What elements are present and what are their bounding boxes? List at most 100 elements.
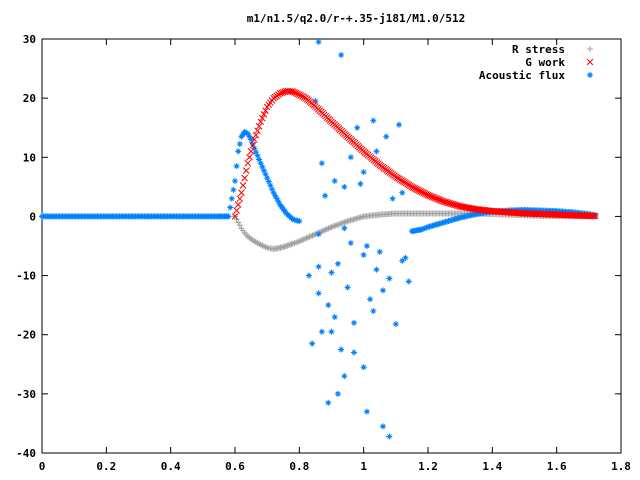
acoustic-flux-point <box>315 38 322 45</box>
acoustic-flux-point <box>228 195 235 202</box>
y-tick-label: 10 <box>23 151 36 164</box>
acoustic-flux-point <box>273 195 280 202</box>
r-stress-point <box>322 226 329 233</box>
acoustic-flux-point <box>338 51 345 58</box>
acoustic-flux-point <box>373 148 380 155</box>
g-work-point <box>233 207 240 214</box>
acoustic-flux-point <box>360 364 367 371</box>
legend-marker <box>587 46 593 52</box>
acoustic-flux-point <box>592 212 599 219</box>
acoustic-flux-point <box>246 133 253 140</box>
g-work-point <box>590 212 598 220</box>
g-work-point <box>249 142 257 149</box>
plot-border <box>41 38 622 454</box>
acoustic-flux-point <box>386 275 393 282</box>
acoustic-flux-point <box>328 269 335 276</box>
r-stress-point <box>309 232 316 239</box>
acoustic-flux-point <box>260 167 267 174</box>
acoustic-flux-point <box>344 284 351 291</box>
series-acoustic-flux <box>39 38 599 440</box>
g-work-point <box>300 93 308 101</box>
acoustic-flux-point <box>386 433 393 440</box>
r-stress-point <box>334 221 341 228</box>
acoustic-flux-point <box>275 198 282 205</box>
x-tick-label: 1.2 <box>418 460 438 473</box>
acoustic-flux-point <box>270 189 277 196</box>
acoustic-flux-point <box>259 163 266 170</box>
x-tick-label: 1 <box>360 460 367 473</box>
r-stress-point <box>338 220 345 227</box>
g-work-point <box>260 111 268 118</box>
r-stress-point <box>331 222 338 229</box>
g-work-point <box>246 153 253 161</box>
r-stress-point <box>297 237 304 244</box>
y-tick-label: -10 <box>16 270 36 283</box>
legend-marker <box>587 72 593 78</box>
g-work-point <box>591 212 599 220</box>
acoustic-flux-point <box>392 321 399 328</box>
g-work-point <box>239 182 247 189</box>
acoustic-flux-point <box>243 129 250 136</box>
acoustic-flux-point <box>318 160 325 167</box>
r-stress-point <box>280 244 287 251</box>
series-g-work <box>231 87 599 220</box>
r-stress-point <box>329 223 336 230</box>
r-stress-point <box>343 218 350 225</box>
y-tick-label: 0 <box>29 210 36 223</box>
g-work-point <box>234 201 242 208</box>
plot-frame <box>41 38 622 454</box>
acoustic-flux-point <box>331 313 338 320</box>
r-stress-point <box>318 228 325 235</box>
r-stress-point <box>324 226 331 233</box>
r-stress-point <box>319 227 326 234</box>
x-axis: 0 0.2 0.4 0.6 0.8 1 1.2 1.4 1.6 1.8 <box>39 39 631 473</box>
acoustic-flux-point <box>296 218 303 225</box>
acoustic-flux-point <box>305 272 312 279</box>
series-layer <box>39 38 599 440</box>
legend-marker <box>586 58 594 66</box>
acoustic-flux-point <box>238 133 245 140</box>
g-work-point <box>252 131 260 139</box>
acoustic-flux-point <box>363 408 370 415</box>
x-tick-label: 0.6 <box>225 460 245 473</box>
g-work-point <box>247 148 255 155</box>
r-stress-point <box>284 242 291 249</box>
acoustic-flux-point <box>227 204 234 211</box>
r-stress-point <box>308 233 315 240</box>
y-tick-label: -30 <box>16 388 36 401</box>
g-work-point <box>262 107 269 115</box>
acoustic-flux-point <box>341 373 348 380</box>
acoustic-flux-point <box>357 180 364 187</box>
acoustic-flux-point <box>230 186 237 193</box>
g-work-point <box>241 174 249 182</box>
acoustic-flux-point <box>232 177 238 184</box>
legend-label: Acoustic flux <box>479 69 565 82</box>
chart-title: m1/n1.5/q2.0/r-+.35-j181/M1.0/512 <box>247 12 466 25</box>
r-stress-point <box>287 241 294 248</box>
x-tick-label: 0.8 <box>289 460 309 473</box>
acoustic-flux-point <box>399 189 406 196</box>
acoustic-flux-point <box>244 130 251 137</box>
legend-label: R stress <box>512 43 565 56</box>
r-stress-point <box>337 220 344 227</box>
g-work-point <box>255 122 263 130</box>
acoustic-flux-point <box>360 251 367 258</box>
acoustic-flux-point <box>396 121 403 128</box>
acoustic-flux-point <box>235 148 242 155</box>
legend-label: G work <box>525 56 565 69</box>
acoustic-flux-point <box>254 152 261 159</box>
acoustic-flux-point <box>257 160 264 167</box>
acoustic-flux-point <box>370 117 377 124</box>
acoustic-flux-point <box>405 278 412 285</box>
acoustic-flux-point <box>402 254 409 261</box>
acoustic-flux-point <box>322 192 329 199</box>
acoustic-flux-point <box>423 224 430 231</box>
r-stress-point <box>327 224 334 231</box>
acoustic-flux-point <box>252 149 259 156</box>
acoustic-flux-point <box>268 186 275 193</box>
g-work-point <box>294 90 302 98</box>
r-stress-point <box>341 219 348 226</box>
acoustic-flux-point <box>383 133 390 140</box>
acoustic-flux-point <box>420 225 427 232</box>
